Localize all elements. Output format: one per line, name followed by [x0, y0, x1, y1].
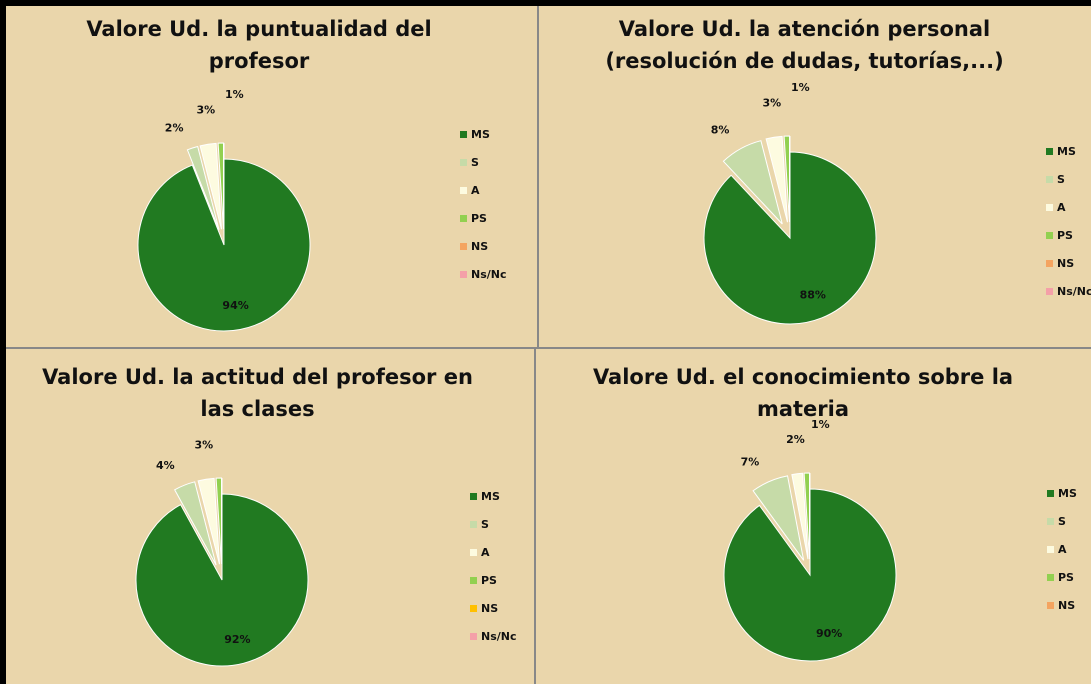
legend-label: PS: [481, 574, 497, 587]
legend-label: Ns/Nc: [1057, 285, 1091, 298]
legend-label: NS: [481, 602, 498, 615]
data-label: 90%: [816, 627, 842, 640]
legend-label: NS: [471, 240, 488, 253]
legend-swatch: [460, 215, 467, 222]
legend-swatch: [460, 131, 467, 138]
legend-swatch: [1046, 288, 1053, 295]
legend-swatch: [1047, 518, 1054, 525]
pie-slice: [791, 472, 809, 560]
pie-slice: [186, 145, 220, 230]
data-label: 7%: [741, 456, 760, 469]
legend-label: S: [1058, 515, 1066, 528]
legend-swatch: [460, 271, 467, 278]
legend-swatch: [460, 159, 467, 166]
legend-swatch: [460, 187, 467, 194]
pie-slice: [722, 140, 783, 225]
legend-label: NS: [1058, 599, 1075, 612]
pie-slice: [752, 475, 805, 561]
pie-slice: [803, 472, 810, 560]
legend-swatch: [470, 577, 477, 584]
pie-slice: [723, 488, 897, 662]
legend-swatch: [1047, 574, 1054, 581]
data-label: 4%: [156, 459, 175, 472]
chart-title: (resolución de dudas, tutorías,...): [605, 49, 1003, 73]
chart-title: Valore Ud. la actitud del profesor en: [42, 365, 473, 389]
chart-title: Valore Ud. el conocimiento sobre la: [593, 365, 1013, 389]
chart-title: profesor: [209, 49, 310, 73]
legend-label: S: [471, 156, 479, 169]
data-label: 3%: [197, 103, 216, 116]
chart-title: Valore Ud. la atención personal: [619, 17, 990, 41]
pie-slice: [135, 493, 309, 667]
legend-label: A: [1058, 543, 1067, 556]
legend-label: Ns/Nc: [471, 268, 507, 281]
legend-label: MS: [481, 490, 500, 503]
legend-label: A: [471, 184, 480, 197]
legend-swatch: [470, 605, 477, 612]
legend-label: S: [1057, 173, 1065, 186]
legend-label: MS: [1058, 487, 1077, 500]
legend-swatch: [1046, 232, 1053, 239]
pie-slice: [703, 151, 877, 325]
legend-label: MS: [471, 128, 490, 141]
legend-label: PS: [1058, 571, 1074, 584]
pie-slice: [215, 477, 222, 565]
legend-swatch: [1046, 148, 1053, 155]
data-label: 88%: [800, 289, 826, 302]
legend-swatch: [460, 243, 467, 250]
legend-label: A: [481, 546, 490, 559]
chart-title: las clases: [200, 397, 314, 421]
legend-swatch: [1046, 204, 1053, 211]
pie-slice: [217, 142, 224, 230]
pie-slice: [199, 142, 222, 230]
legend-label: NS: [1057, 257, 1074, 270]
legend-swatch: [470, 633, 477, 640]
legend-label: Ns/Nc: [481, 630, 517, 643]
legend-swatch: [470, 549, 477, 556]
pie-slice: [137, 158, 311, 332]
data-label: 3%: [195, 438, 214, 451]
legend-swatch: [1046, 260, 1053, 267]
data-label: 8%: [711, 123, 730, 136]
legend-label: A: [1057, 201, 1066, 214]
legend-swatch: [470, 493, 477, 500]
legend-label: PS: [471, 212, 487, 225]
pie-slice: [197, 477, 220, 565]
data-label: 3%: [763, 96, 782, 109]
legend-swatch: [1047, 490, 1054, 497]
data-label: 1%: [811, 418, 830, 431]
data-label: 1%: [791, 81, 810, 94]
chart-title: materia: [757, 397, 849, 421]
legend-swatch: [1047, 546, 1054, 553]
legend-swatch: [1046, 176, 1053, 183]
legend-label: MS: [1057, 145, 1076, 158]
data-label: 92%: [224, 633, 250, 646]
data-label: 94%: [222, 299, 248, 312]
pie-slice: [765, 135, 788, 223]
data-label: 2%: [165, 122, 184, 135]
legend-label: S: [481, 518, 489, 531]
legend-swatch: [1047, 602, 1054, 609]
pie-slice: [783, 135, 790, 223]
legend-label: PS: [1057, 229, 1073, 242]
data-label: 2%: [786, 433, 805, 446]
legend-swatch: [470, 521, 477, 528]
pie-slice: [173, 481, 217, 566]
chart-title: Valore Ud. la puntualidad del: [86, 17, 431, 41]
data-label: 1%: [225, 88, 244, 101]
